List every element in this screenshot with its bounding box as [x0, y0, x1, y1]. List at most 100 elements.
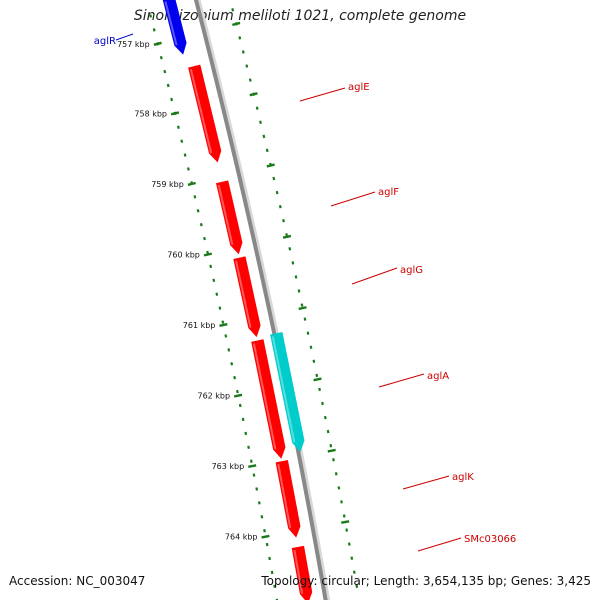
tick-dot — [186, 167, 190, 171]
leader-line — [299, 87, 346, 102]
tick-label: 760 kbp — [167, 251, 200, 260]
tick-dot — [318, 387, 321, 392]
gene-features — [162, 0, 313, 600]
major-tick — [233, 393, 243, 398]
tick-dot — [252, 473, 256, 477]
tick-dot — [275, 190, 279, 195]
gene-label-aglr[interactable]: aglR — [94, 36, 116, 47]
tick-dot — [347, 542, 351, 546]
backbone — [193, 0, 328, 600]
tick-dot — [278, 204, 282, 209]
tick-dot — [288, 247, 292, 251]
gene-label-agla[interactable]: aglA — [427, 371, 449, 382]
major-tick — [282, 234, 292, 239]
tick-dot — [231, 8, 235, 12]
tick-dot — [326, 429, 330, 434]
tick-dot — [244, 431, 248, 436]
tick-label: 757 kbp — [117, 40, 150, 49]
tick-dot — [329, 443, 333, 448]
tick-dot — [238, 403, 242, 408]
major-tick — [313, 377, 322, 382]
tick-label: 761 kbp — [183, 321, 216, 330]
major-tick — [266, 163, 275, 168]
leader-line — [330, 191, 376, 207]
tick-dot — [247, 445, 250, 449]
tick-dot — [241, 50, 245, 54]
tick-dot — [265, 148, 269, 153]
tick-dot — [238, 36, 242, 40]
tick-dot — [212, 278, 216, 282]
tick-dot — [263, 529, 266, 533]
tick-dot — [294, 275, 298, 279]
gene-highlight — [252, 343, 277, 450]
tick-dot — [315, 373, 319, 378]
gene-arrow[interactable] — [233, 256, 261, 338]
tick-dot — [183, 153, 187, 157]
tick-dot — [163, 69, 167, 74]
major-tick — [249, 92, 258, 97]
tick-dot — [355, 584, 359, 588]
tick-dot — [282, 218, 285, 223]
tick-dot — [340, 500, 343, 504]
tick-dot — [350, 556, 354, 560]
gene-label-smc03066[interactable]: SMc03066 — [464, 534, 516, 545]
tick-dot — [259, 120, 262, 124]
tick-dot — [193, 195, 197, 199]
gene-arrow[interactable] — [188, 64, 222, 163]
gene-label-aglg[interactable]: aglG — [400, 265, 423, 276]
tick-dot — [255, 487, 259, 491]
tick-dot — [199, 222, 203, 227]
tick-dot — [265, 542, 269, 547]
tick-dot — [248, 78, 252, 82]
major-tick — [261, 534, 270, 539]
gene-highlight — [217, 184, 234, 246]
tick-dot — [224, 334, 228, 338]
tick-dot — [303, 317, 307, 321]
tick-dots-left — [149, 14, 279, 600]
major-tick — [219, 322, 228, 328]
gene-highlight — [277, 464, 292, 529]
tick-label: 763 kbp — [212, 462, 245, 471]
tick-label: 764 kbp — [225, 533, 258, 542]
tick-dot — [312, 359, 316, 363]
gene-highlight — [271, 336, 296, 443]
tick-dot — [227, 348, 231, 352]
tick-dot — [297, 289, 301, 293]
major-tick — [153, 41, 162, 46]
tick-dot — [196, 209, 200, 213]
tick-dot — [334, 472, 338, 476]
tick-dot — [159, 55, 163, 60]
gene-label-aglk[interactable]: aglK — [452, 472, 474, 483]
tick-dot — [236, 389, 239, 394]
tick-dot — [209, 264, 213, 269]
leader-line — [115, 33, 134, 41]
tick-dot — [273, 584, 276, 589]
tick-dot — [291, 261, 295, 265]
major-tick — [298, 306, 307, 311]
gene-label-aglf[interactable]: aglF — [378, 187, 399, 198]
gene-label-agle[interactable]: aglE — [348, 82, 370, 93]
tick-dot — [309, 345, 313, 349]
tick-dot — [245, 64, 249, 68]
gene-arrow[interactable] — [162, 0, 187, 55]
tick-dot — [176, 125, 180, 129]
tick-dot — [152, 28, 156, 32]
gene-arrow[interactable] — [251, 339, 286, 459]
tick-dot — [270, 570, 274, 575]
tick-dot — [262, 134, 266, 139]
tick-dot — [300, 303, 304, 307]
tick-dot — [342, 514, 346, 518]
tick-label: 762 kbp — [197, 392, 230, 401]
scale-ticks: 757 kbp 758 kbp 759 kbp 760 kbp 761 kbp 762 k… — [117, 21, 350, 542]
tick-dot — [275, 598, 279, 600]
major-tick — [170, 111, 180, 116]
leader-line — [351, 267, 398, 285]
gene-arrow[interactable] — [291, 545, 313, 600]
tick-label: 758 kbp — [134, 109, 167, 118]
gene-arrow[interactable] — [216, 180, 243, 255]
major-tick — [327, 448, 336, 453]
gene-arrow[interactable] — [275, 460, 301, 538]
tick-dot — [203, 236, 206, 241]
genome-stats: Topology: circular; Length: 3,654,135 bp… — [261, 574, 591, 588]
gene-arrow[interactable] — [270, 332, 305, 453]
